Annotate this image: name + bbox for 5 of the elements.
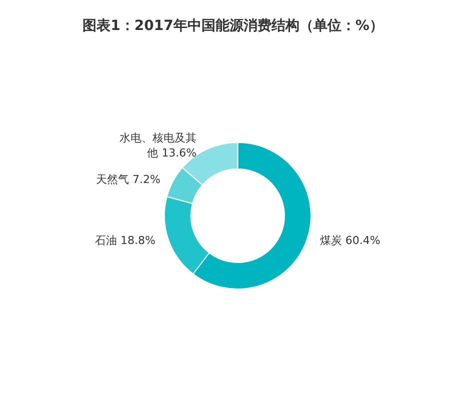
- chart-title: 图表1：2017年中国能源消费结构（单位：%）: [82, 18, 384, 34]
- slice-label: 煤炭 60.4%: [320, 234, 380, 248]
- slice-label: 石油 18.8%: [95, 234, 156, 248]
- slice-label: 天然气 7.2%: [96, 172, 160, 186]
- slice-label: 水电、核电及其他 13.6%: [120, 131, 197, 160]
